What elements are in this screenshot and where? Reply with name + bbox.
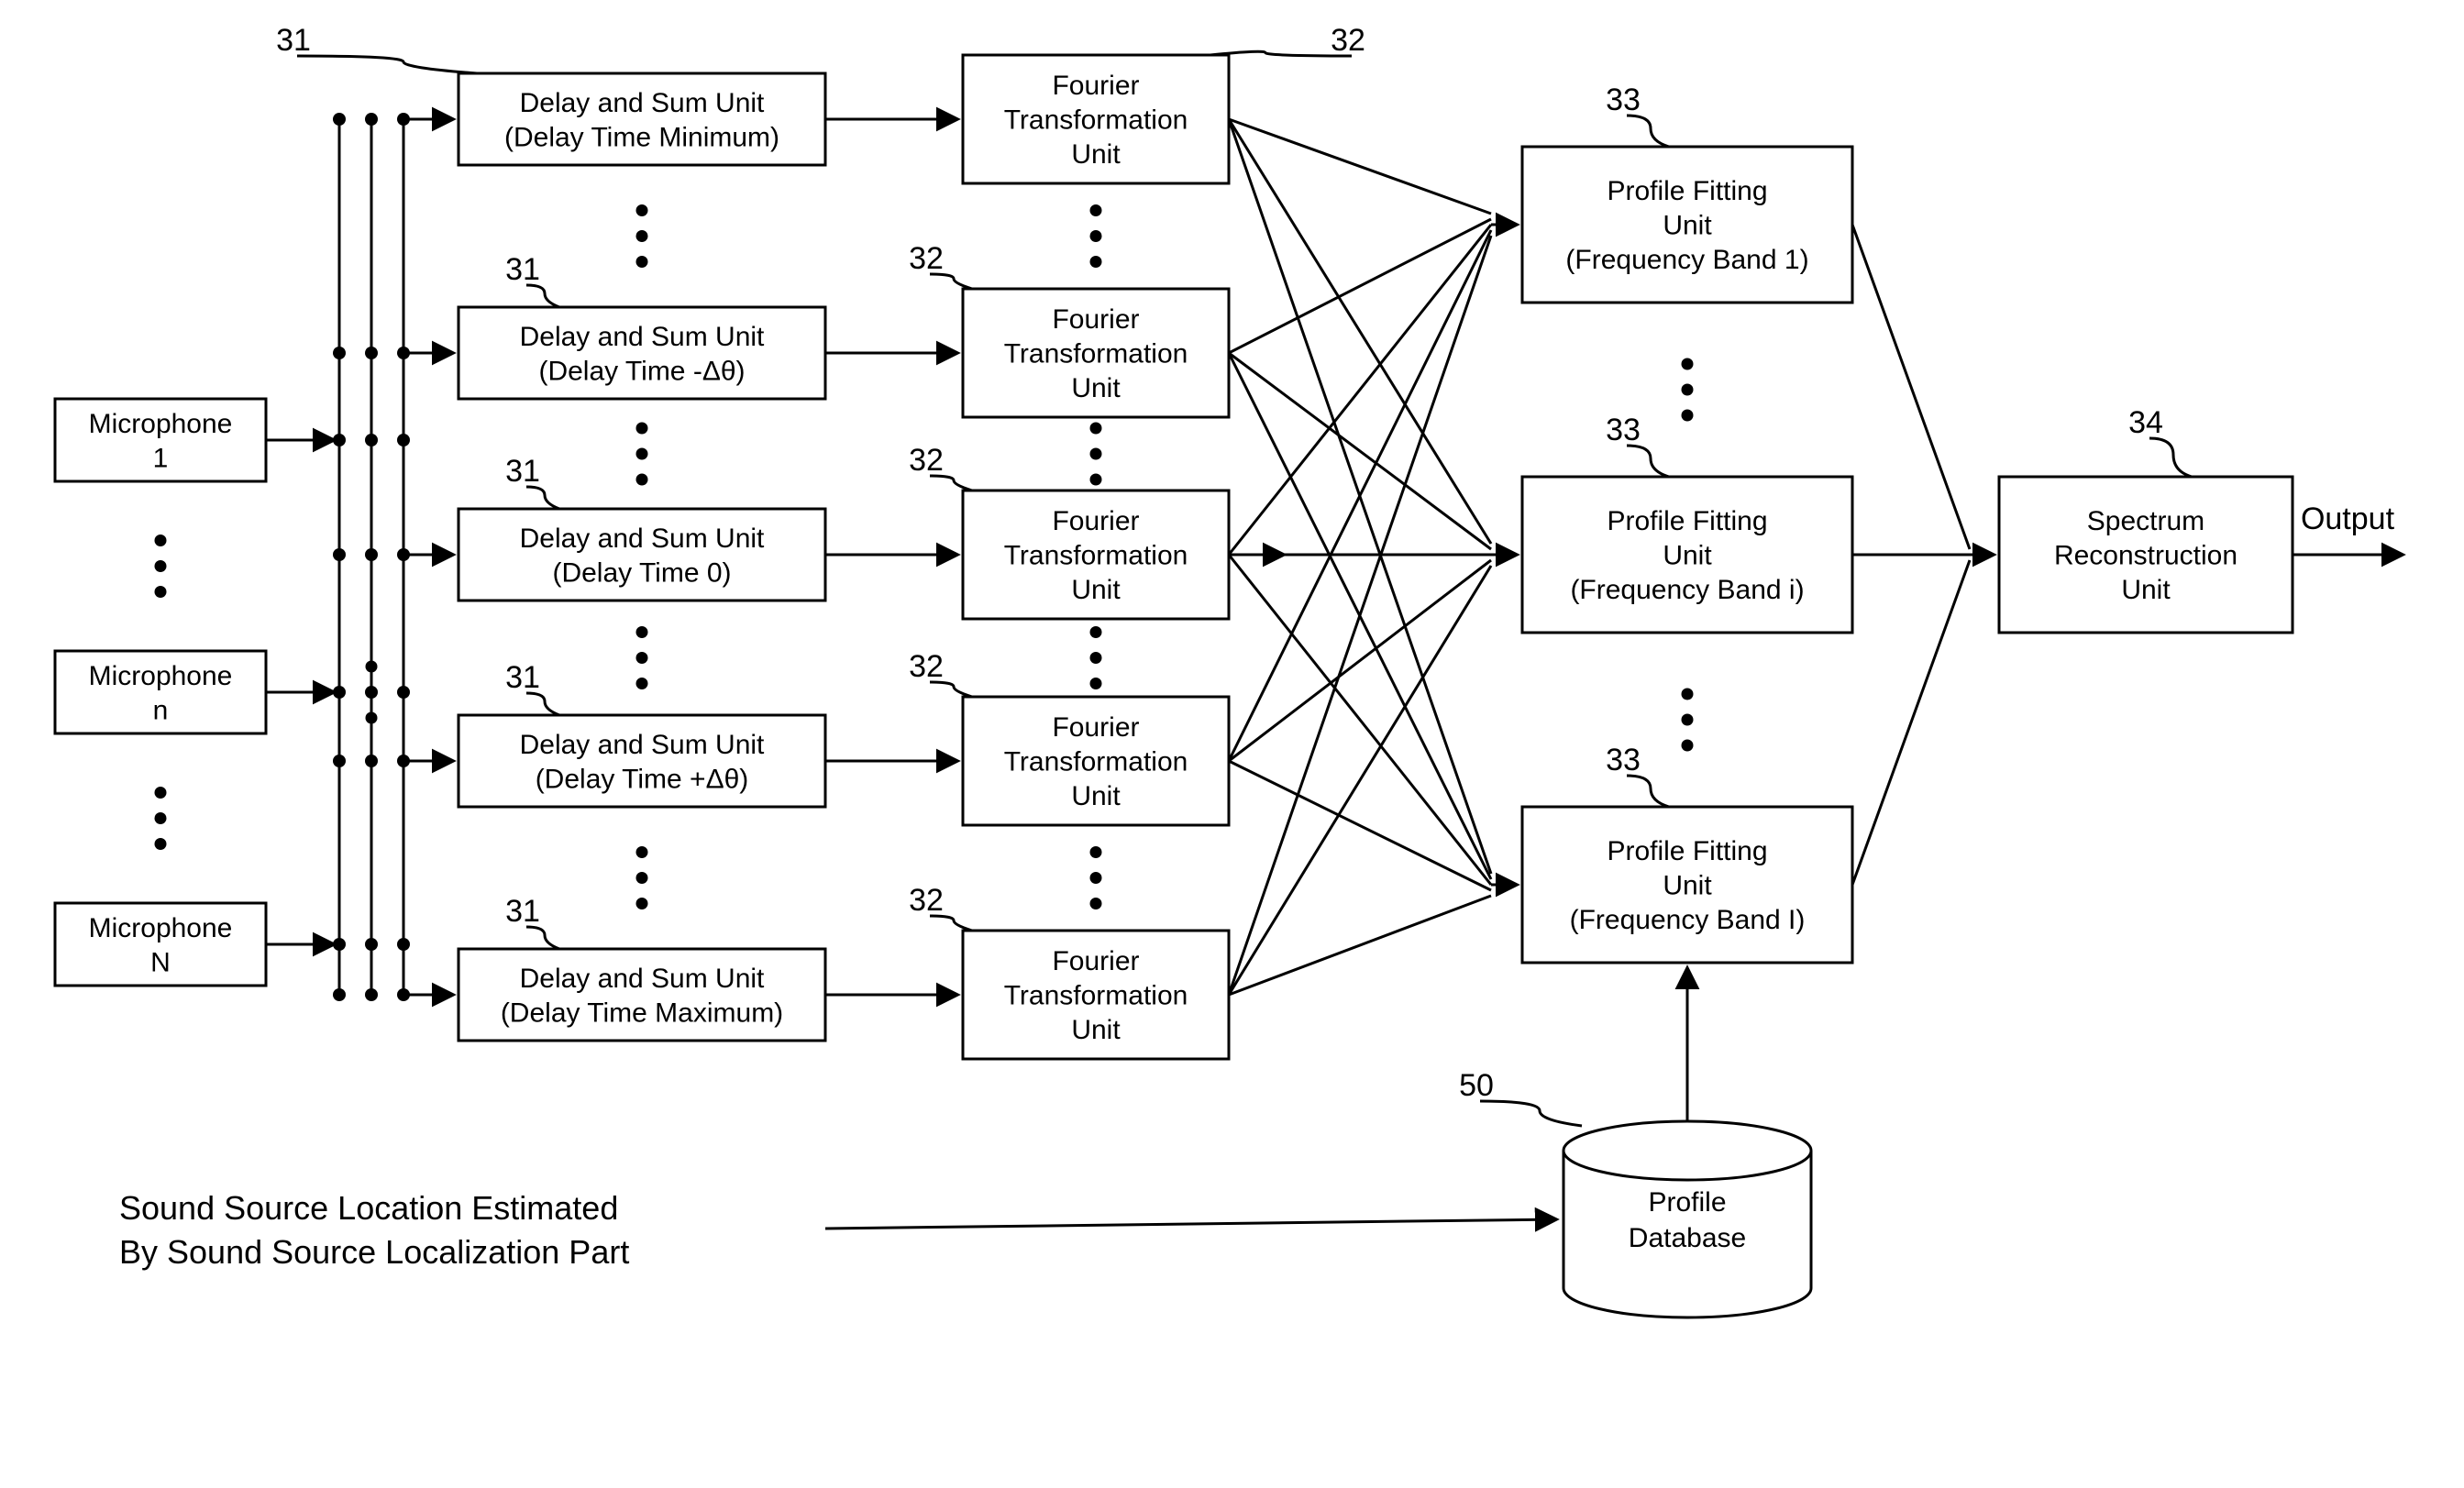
profile-fitting-unit-0-text: Profile Fitting: [1607, 176, 1767, 206]
ref-label: 33: [1606, 83, 1641, 117]
fourier-unit-2-text: Unit: [1071, 575, 1121, 605]
fourier-unit-3-text: Fourier: [1052, 712, 1139, 743]
ref-label: 32: [909, 883, 944, 918]
fourier-unit-1-text: Fourier: [1052, 304, 1139, 335]
ref-label: 32: [1331, 23, 1365, 58]
spectrum-reconstruction-unit-text: Unit: [2121, 575, 2171, 605]
ref-label: 50: [1459, 1068, 1494, 1103]
fourier-unit-4-text: Transformation: [1004, 981, 1188, 1011]
ref-label: 31: [276, 23, 311, 58]
caption-to-db: [825, 1219, 1556, 1229]
delay-sum-unit-0-text: Delay and Sum Unit: [520, 88, 765, 118]
delay-sum-unit-1-text: Delay and Sum Unit: [520, 322, 765, 352]
microphone-0-text: 1: [153, 443, 169, 473]
microphone-2-text: Microphone: [89, 913, 233, 943]
ref-label: 31: [505, 454, 540, 489]
profile-database-text: Profile: [1648, 1187, 1726, 1218]
profile-fitting-unit-0-text: Unit: [1663, 211, 1712, 241]
profile-fitting-unit-1-text: Unit: [1663, 541, 1712, 571]
delay-sum-unit-4-text: (Delay Time Maximum): [501, 998, 783, 1028]
ref-label: 33: [1606, 413, 1641, 447]
ref-label: 32: [909, 649, 944, 684]
microphone-1-text: n: [153, 695, 169, 725]
profile-fitting-unit-2-text: Profile Fitting: [1607, 836, 1767, 866]
fourier-unit-4-text: Unit: [1071, 1015, 1121, 1045]
fourier-unit-2-text: Fourier: [1052, 506, 1139, 536]
fourier-unit-3-text: Transformation: [1004, 747, 1188, 777]
output-label: Output: [2301, 502, 2395, 536]
delay-sum-unit-2-text: (Delay Time 0): [552, 557, 731, 588]
signal-processing-diagram: Microphone 1 Microphone n Microphone N Delay a…: [0, 0, 2464, 1488]
spectrum-reconstruction-unit-text: Spectrum: [2087, 506, 2204, 536]
profile-database-text: Database: [1629, 1223, 1746, 1253]
delay-sum-unit-2-text: Delay and Sum Unit: [520, 524, 765, 554]
profile-fitting-unit-1-text: (Frequency Band i): [1570, 575, 1804, 605]
fourier-unit-3-text: Unit: [1071, 781, 1121, 811]
profile-fitting-unit-2-text: Unit: [1663, 871, 1712, 901]
fourier-unit-0-text: Transformation: [1004, 105, 1188, 136]
profile-fitting-unit-0-text: (Frequency Band 1): [1565, 245, 1808, 275]
spectrum-reconstruction-unit-text: Reconstruction: [2054, 541, 2237, 571]
fourier-unit-1-text: Unit: [1071, 373, 1121, 403]
profile-fitting-unit-1-text: Profile Fitting: [1607, 506, 1767, 536]
fourier-unit-0-text: Fourier: [1052, 71, 1139, 101]
microphone-0-text: Microphone: [89, 409, 233, 439]
delay-sum-unit-3-text: (Delay Time +Δθ): [536, 764, 749, 794]
microphone-1-text: Microphone: [89, 661, 233, 691]
delay-sum-unit-0-text: (Delay Time Minimum): [504, 122, 779, 152]
microphone-2-text: N: [150, 947, 171, 977]
ref-label: 32: [909, 443, 944, 478]
fourier-unit-4-text: Fourier: [1052, 946, 1139, 976]
fourier-unit-1-text: Transformation: [1004, 339, 1188, 369]
delay-sum-unit-1-text: (Delay Time -Δθ): [538, 356, 745, 386]
ref-label: 34: [2128, 405, 2163, 440]
ref-label: 32: [909, 241, 944, 276]
ref-label: 33: [1606, 743, 1641, 777]
ref-label: 31: [505, 894, 540, 929]
ref-label: 31: [505, 660, 540, 695]
delay-sum-unit-3-text: Delay and Sum Unit: [520, 730, 765, 760]
caption-text: Sound Source Location Estimated: [119, 1189, 618, 1227]
ref-label: 31: [505, 252, 540, 287]
profile-fitting-unit-2-text: (Frequency Band I): [1570, 905, 1806, 935]
delay-sum-unit-4-text: Delay and Sum Unit: [520, 964, 765, 994]
caption-text: By Sound Source Localization Part: [119, 1233, 629, 1271]
fourier-unit-2-text: Transformation: [1004, 541, 1188, 571]
fourier-unit-0-text: Unit: [1071, 139, 1121, 170]
